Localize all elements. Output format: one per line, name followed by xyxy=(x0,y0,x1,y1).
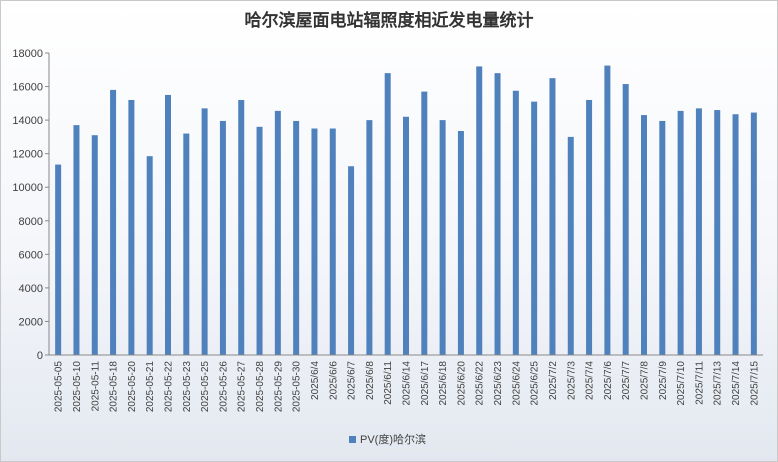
bar xyxy=(403,116,409,355)
x-tick-label: 2025-05-20 xyxy=(127,361,138,413)
x-axis: 2025-05-05 2025-05-10 2025-05-11 2025-05-18… xyxy=(49,354,763,413)
y-tick-label: 0 xyxy=(37,350,43,362)
bar xyxy=(201,108,208,355)
x-tick-label: 2025/7/4 xyxy=(585,361,596,400)
y-tick-label: 14000 xyxy=(12,115,43,127)
bar xyxy=(604,65,611,355)
x-tick-label: 2025/6/24 xyxy=(511,361,522,406)
bar-series xyxy=(55,65,757,356)
bar xyxy=(146,156,153,355)
bar xyxy=(73,125,80,356)
bar xyxy=(677,110,684,355)
y-tick-label: 4000 xyxy=(19,283,43,295)
bar xyxy=(219,120,226,355)
x-tick-label: 2025/6/11 xyxy=(383,361,394,405)
x-tick-label: 2025/7/3 xyxy=(566,361,577,400)
bar xyxy=(641,115,647,355)
chart-title: 哈尔滨屋面电站辐照度相近发电量统计 xyxy=(245,10,534,31)
x-tick-label: 2025-05-18 xyxy=(109,361,120,413)
y-tick-label: 2000 xyxy=(19,316,43,328)
bar xyxy=(567,136,574,355)
bar xyxy=(695,108,702,355)
bar xyxy=(732,114,739,355)
x-tick-label: 2025-05-28 xyxy=(255,361,266,413)
bar xyxy=(622,84,629,356)
y-tick-label: 6000 xyxy=(19,249,43,261)
bar xyxy=(165,94,171,355)
x-tick-label: 2025-05-21 xyxy=(145,361,156,413)
legend-label: PV(度)哈尔滨 xyxy=(360,432,426,446)
x-tick-label: 2025/6/22 xyxy=(475,361,486,406)
bar xyxy=(476,66,483,355)
y-tick-label: 16000 xyxy=(12,82,43,94)
bar xyxy=(91,135,98,355)
x-tick-label: 2025/7/7 xyxy=(621,361,632,400)
x-tick-label: 2025-05-23 xyxy=(182,361,193,413)
x-tick-label: 2025-05-05 xyxy=(54,361,65,413)
bar xyxy=(421,91,428,355)
x-tick-label: 2025/7/10 xyxy=(676,361,687,406)
bar xyxy=(256,126,263,355)
bar xyxy=(329,128,336,355)
bar xyxy=(348,166,355,355)
x-tick-label: 2025/7/13 xyxy=(713,361,724,406)
x-tick-label: 2025/6/14 xyxy=(402,361,413,406)
x-tick-label: 2025/7/8 xyxy=(640,361,651,400)
x-tick-label: 2025/6/7 xyxy=(347,361,358,400)
x-tick-label: 2025/6/25 xyxy=(530,361,541,406)
legend: PV(度)哈尔滨 xyxy=(349,432,426,446)
bar xyxy=(714,110,721,356)
x-tick-label: 2025-05-25 xyxy=(200,361,211,413)
bar xyxy=(311,128,318,355)
y-tick-label: 12000 xyxy=(12,149,43,161)
bar xyxy=(366,120,373,355)
x-tick-label: 2025/7/6 xyxy=(603,361,614,400)
x-tick-label: 2025/7/14 xyxy=(731,361,742,406)
x-tick-label: 2025/6/23 xyxy=(493,361,504,406)
x-tick-label: 2025-05-29 xyxy=(273,361,284,413)
x-tick-label: 2025/7/15 xyxy=(749,361,760,406)
x-tick-label: 2025/7/11 xyxy=(694,361,705,405)
x-tick-label: 2025-05-10 xyxy=(72,361,83,413)
x-tick-label: 2025/6/6 xyxy=(328,361,339,400)
bar xyxy=(586,99,593,355)
x-tick-label: 2025-05-27 xyxy=(237,361,248,413)
x-tick-label: 2025-05-22 xyxy=(164,361,175,413)
y-tick-label: 18000 xyxy=(12,48,43,60)
x-tick-label: 2025/7/2 xyxy=(548,361,559,400)
bar xyxy=(238,99,245,355)
x-tick-label: 2025-05-26 xyxy=(218,361,229,413)
x-tick-label: 2025/6/17 xyxy=(420,361,431,406)
x-tick-label: 2025/6/18 xyxy=(438,361,449,406)
bar xyxy=(549,78,556,356)
bar xyxy=(457,131,464,355)
x-tick-label: 2025-05-11 xyxy=(90,361,101,412)
bar xyxy=(531,101,538,356)
bar xyxy=(384,73,391,355)
bar xyxy=(274,110,281,355)
bar xyxy=(494,73,501,355)
bar xyxy=(512,90,519,355)
y-tick-label: 10000 xyxy=(12,182,43,194)
x-tick-label: 2025-05-30 xyxy=(292,361,303,413)
bar xyxy=(110,89,117,356)
bar xyxy=(659,120,666,355)
bar xyxy=(750,112,757,355)
legend-swatch xyxy=(349,436,356,443)
y-tick-label: 8000 xyxy=(19,216,43,228)
bar xyxy=(293,120,300,355)
bar xyxy=(439,120,446,355)
x-tick-label: 2025/6/20 xyxy=(456,361,467,406)
bar xyxy=(183,133,190,355)
x-tick-label: 2025/6/4 xyxy=(310,361,321,400)
bar xyxy=(55,164,62,355)
x-tick-label: 2025/6/8 xyxy=(365,361,376,400)
x-tick-label: 2025/7/9 xyxy=(658,361,669,400)
y-axis: 0 2000 4000 6000 8000 10000 12000 14000 16000 180… xyxy=(12,48,50,362)
bar xyxy=(128,99,135,355)
